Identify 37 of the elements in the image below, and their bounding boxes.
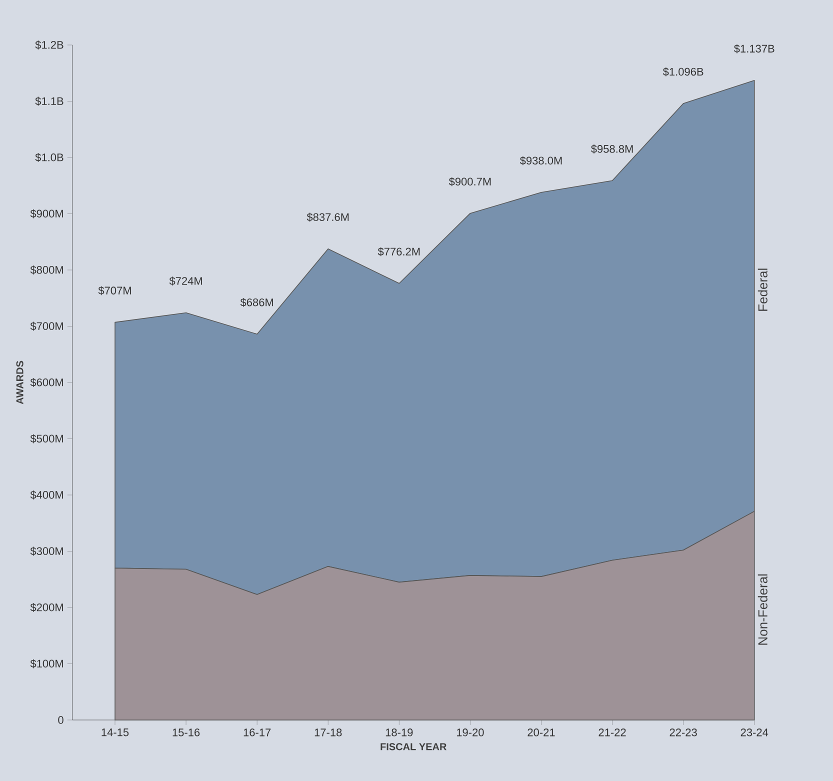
total-label: $707M <box>98 286 131 296</box>
y-tick-label: 0 <box>58 716 64 724</box>
total-label: $900.7M <box>448 177 491 186</box>
text: Federal <box>758 268 768 311</box>
x-tick-label: 23-24 <box>740 728 768 736</box>
total-label: $686M <box>240 298 273 307</box>
y-tick-label: $1.1B <box>35 96 64 106</box>
x-tick-label: 18-19 <box>386 728 413 736</box>
y-tick-label: $100M <box>30 659 63 668</box>
x-tick-label: 20-21 <box>528 728 555 736</box>
y-tick-label: $1.0B <box>35 153 64 162</box>
y-axis-title: AWARDS <box>16 360 24 404</box>
y-tick-label: $400M <box>30 490 63 500</box>
x-tick-label: 21-22 <box>598 728 626 736</box>
x-axis-title: FISCAL YEAR <box>380 743 447 750</box>
total-label: $776.2M <box>378 247 420 256</box>
y-tick-label: $500M <box>30 434 63 444</box>
text: Non-Federal <box>758 574 768 645</box>
y-tick-label: $800M <box>30 266 63 274</box>
total-label: $958.8M <box>591 144 633 154</box>
total-label: $1.096B <box>662 67 704 76</box>
y-tick-label: $200M <box>30 603 63 612</box>
total-label: $1.137B <box>734 44 774 54</box>
x-tick-label: 19-20 <box>456 728 484 736</box>
x-tick-label: 14-15 <box>102 728 129 736</box>
y-tick-label: $300M <box>30 546 63 556</box>
total-label: $938.0M <box>520 156 562 166</box>
x-tick-label: 16-17 <box>244 728 271 736</box>
x-tick-label: 15-16 <box>172 728 200 736</box>
total-label: $724M <box>169 276 202 286</box>
total-label: $837.6M <box>306 212 349 222</box>
x-tick-label: 22-23 <box>670 728 697 736</box>
x-tick-label: 17-18 <box>314 728 342 736</box>
y-tick-label: $600M <box>30 378 63 387</box>
y-tick-label: $700M <box>30 322 63 331</box>
y-tick-label: $1.2B <box>35 40 64 50</box>
y-tick-label: $900M <box>30 209 63 218</box>
